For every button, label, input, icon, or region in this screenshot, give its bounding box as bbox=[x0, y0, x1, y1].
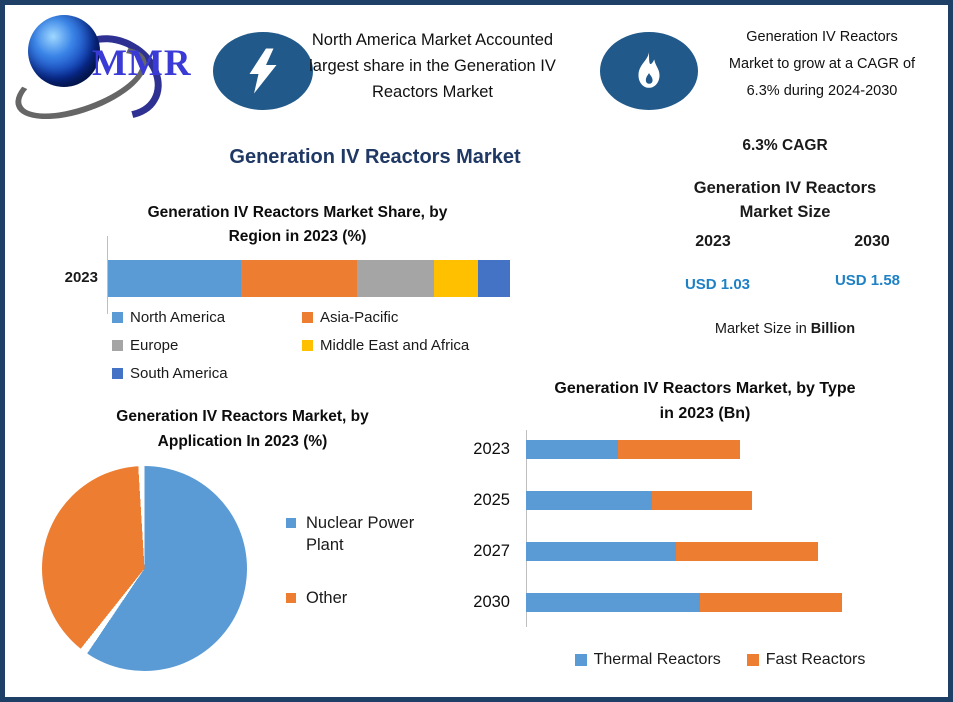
pie-legend: Nuclear Power Plant Other bbox=[286, 512, 446, 609]
region-bar-segment bbox=[433, 260, 478, 297]
legend-label: Asia-Pacific bbox=[320, 309, 399, 326]
legend-label: Middle East and Africa bbox=[320, 337, 470, 354]
page-title: Generation IV Reactors Market bbox=[229, 146, 521, 168]
market-size-start-year: 2023 bbox=[695, 233, 731, 250]
region-stacked-bar bbox=[108, 260, 510, 297]
legend-label: Fast Reactors bbox=[765, 651, 866, 668]
region-bar-segment bbox=[240, 260, 358, 297]
legend-item: Fast Reactors bbox=[746, 651, 866, 669]
legend-swatch bbox=[286, 518, 296, 528]
lightning-icon bbox=[213, 32, 313, 110]
market-size-start-value: USD 1.03 bbox=[684, 276, 751, 293]
legend-item: North America bbox=[112, 309, 302, 326]
market-size-end-year: 2030 bbox=[854, 233, 890, 250]
market-size-note-unit: Billion bbox=[810, 321, 856, 337]
type-chart-row: 2030 bbox=[455, 591, 842, 613]
type-bar-segment bbox=[526, 490, 652, 510]
legend-item: South America bbox=[112, 365, 302, 382]
globe-icon bbox=[28, 15, 100, 87]
legend-swatch bbox=[302, 312, 313, 323]
pie bbox=[42, 466, 247, 671]
type-bar-segment bbox=[652, 490, 752, 510]
market-size-note-prefix: Market Size in bbox=[714, 321, 811, 337]
legend-swatch bbox=[112, 368, 123, 379]
type-bar-segment bbox=[526, 439, 618, 459]
legend-swatch bbox=[112, 340, 123, 351]
region-bar-segment bbox=[357, 260, 434, 297]
cagr-label: 6.3% CAGR bbox=[742, 137, 828, 154]
market-size-note: Market Size in Billion bbox=[685, 321, 885, 337]
legend-swatch bbox=[302, 340, 313, 351]
pie-chart-title: Generation IV Reactors Market, by Applic… bbox=[116, 408, 369, 450]
legend-label: Other bbox=[306, 588, 348, 607]
region-chart-title: Generation IV Reactors Market Share, by … bbox=[147, 204, 448, 245]
legend-swatch bbox=[746, 654, 759, 666]
legend-label: North America bbox=[130, 309, 226, 326]
legend-item: Other bbox=[286, 587, 446, 609]
legend-swatch bbox=[112, 312, 123, 323]
type-bar-segment bbox=[526, 592, 700, 612]
type-row-label: 2023 bbox=[473, 439, 510, 458]
legend-item: Middle East and Africa bbox=[302, 337, 542, 354]
type-axis bbox=[526, 430, 527, 627]
type-chart-row: 2027 bbox=[455, 540, 818, 562]
region-category-label: 2023 bbox=[64, 269, 98, 286]
legend-label: Europe bbox=[130, 337, 179, 354]
legend-swatch bbox=[574, 654, 587, 666]
type-bar-segment bbox=[526, 541, 676, 561]
legend-label: Thermal Reactors bbox=[593, 651, 721, 668]
legend-label: South America bbox=[130, 365, 228, 382]
type-chart-row: 2025 bbox=[455, 489, 752, 511]
legend-item: Europe bbox=[112, 337, 302, 354]
type-row-label: 2030 bbox=[473, 592, 510, 611]
market-size-end-value: USD 1.58 bbox=[834, 272, 901, 289]
legend-item: Thermal Reactors bbox=[574, 651, 721, 669]
logo-text: MMR bbox=[92, 43, 192, 84]
legend-label: Nuclear Power Plant bbox=[306, 514, 415, 555]
type-bar-segment bbox=[700, 592, 842, 612]
legend-item: Nuclear Power Plant bbox=[286, 512, 446, 557]
legend-swatch bbox=[286, 592, 296, 603]
region-bar-segment bbox=[477, 260, 510, 297]
region-bar-segment bbox=[108, 260, 241, 297]
type-bar-segment bbox=[618, 439, 740, 459]
type-row-label: 2027 bbox=[473, 541, 510, 560]
callout-north-america-text: North America Market Accounted largest s… bbox=[309, 31, 556, 101]
legend-item: Asia-Pacific bbox=[302, 309, 542, 326]
type-chart-row: 2023 bbox=[455, 438, 740, 460]
callout-cagr-text: Generation IV Reactors Market to grow at… bbox=[728, 29, 916, 99]
type-bar-segment bbox=[676, 541, 818, 561]
market-size-title: Generation IV Reactors Market Size bbox=[693, 179, 877, 221]
flame-icon bbox=[600, 32, 698, 110]
region-legend: North America Asia-Pacific Europe Middle Ea… bbox=[112, 309, 542, 382]
type-chart-title: Generation IV Reactors Market, by Type i… bbox=[554, 380, 856, 422]
region-axis bbox=[107, 236, 108, 314]
type-row-label: 2025 bbox=[473, 490, 510, 509]
type-legend: Thermal Reactors Fast Reactors bbox=[530, 651, 910, 669]
